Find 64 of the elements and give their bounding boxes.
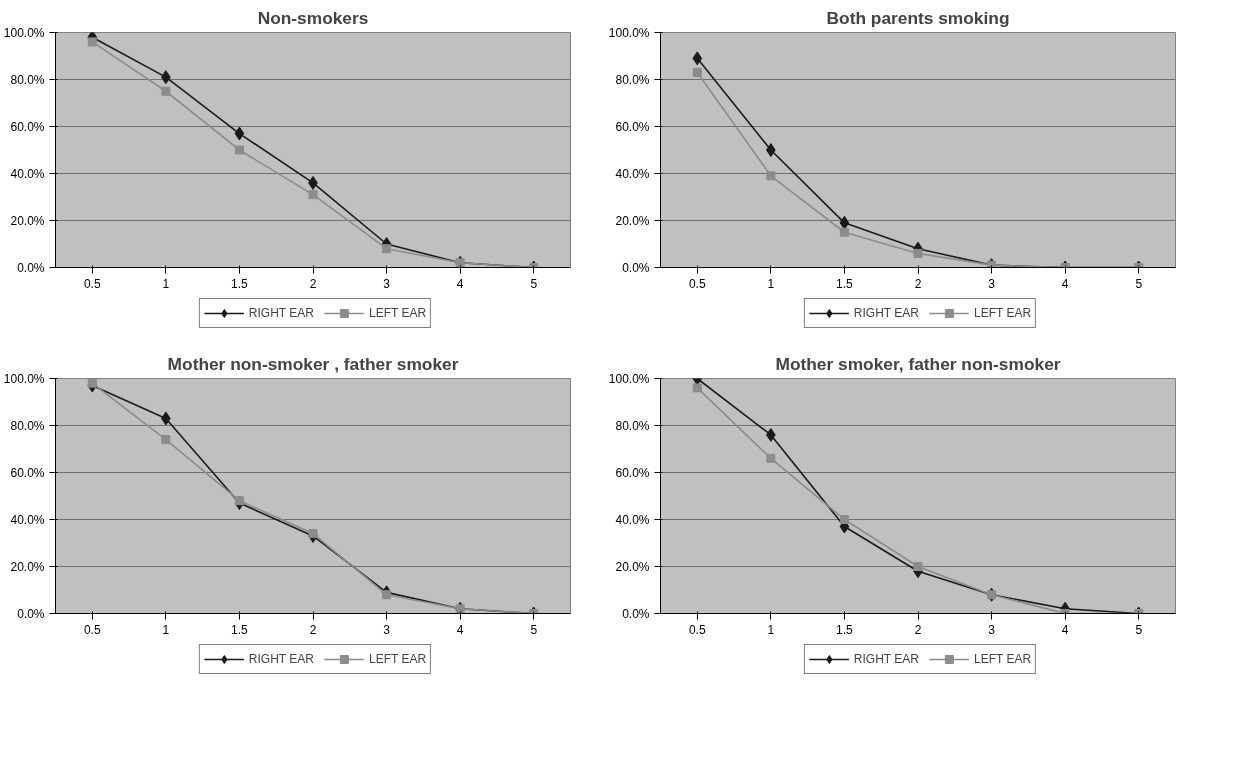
x-tick-label: 3 (383, 276, 391, 291)
y-tick-label: 80.0% (10, 418, 45, 433)
y-tick-label: 100.0% (3, 25, 45, 40)
x-tick-label: 3 (988, 622, 996, 637)
y-tick-label: 0.0% (17, 606, 45, 621)
y-tick-label: 20.0% (615, 559, 650, 574)
x-tick-label: 4 (456, 276, 464, 291)
chart-title: Both parents smoking (826, 7, 1010, 28)
y-tick-label: 100.0% (3, 371, 45, 386)
x-tick-label: 1 (162, 622, 170, 637)
x-tick-label: 4 (456, 622, 464, 637)
y-tick-label: 20.0% (10, 559, 45, 574)
y-tick-label: 60.0% (10, 119, 45, 134)
legend-label: LEFT EAR (368, 652, 427, 666)
x-tick-label: 5 (530, 622, 538, 637)
x-tick-label: 0.5 (83, 276, 101, 291)
x-tick-label: 1 (767, 622, 775, 637)
x-tick-label: 5 (1135, 276, 1143, 291)
x-tick-label: 2 (914, 622, 922, 637)
y-tick-label: 20.0% (10, 213, 45, 228)
x-tick-label: 1.5 (836, 276, 854, 291)
legend-label: LEFT EAR (973, 306, 1032, 320)
y-tick-label: 20.0% (615, 213, 650, 228)
chart-title: Mother non-smoker , father smoker (167, 353, 459, 374)
y-tick-label: 60.0% (615, 465, 650, 480)
chart-title: Mother smoker, father non-smoker (775, 353, 1061, 374)
x-tick-label: 0.5 (688, 622, 706, 637)
x-tick-label: 3 (383, 622, 391, 637)
legend-label: RIGHT EAR (248, 652, 314, 666)
x-tick-label: 2 (309, 276, 317, 291)
y-tick-label: 40.0% (10, 512, 45, 527)
x-tick-label: 0.5 (688, 276, 706, 291)
y-tick-label: 60.0% (615, 119, 650, 134)
legend-label: RIGHT EAR (853, 306, 919, 320)
y-tick-label: 100.0% (608, 25, 650, 40)
x-tick-label: 1.5 (231, 622, 249, 637)
x-tick-label: 1 (767, 276, 775, 291)
x-tick-label: 2 (914, 276, 922, 291)
x-tick-label: 4 (1061, 276, 1069, 291)
x-tick-label: 1 (162, 276, 170, 291)
legend-label: RIGHT EAR (248, 306, 314, 320)
x-tick-label: 2 (309, 622, 317, 637)
y-tick-label: 40.0% (10, 166, 45, 181)
y-tick-label: 0.0% (622, 260, 650, 275)
x-tick-label: 1.5 (836, 622, 854, 637)
y-tick-label: 40.0% (615, 166, 650, 181)
x-tick-label: 5 (530, 276, 538, 291)
y-tick-label: 80.0% (615, 72, 650, 87)
chart-title: Non-smokers (257, 7, 369, 28)
y-tick-label: 40.0% (615, 512, 650, 527)
x-tick-label: 3 (988, 276, 996, 291)
y-tick-label: 80.0% (615, 418, 650, 433)
y-tick-label: 0.0% (622, 606, 650, 621)
legend-label: LEFT EAR (973, 652, 1032, 666)
y-tick-label: 100.0% (608, 371, 650, 386)
y-tick-label: 80.0% (10, 72, 45, 87)
legend-label: LEFT EAR (368, 306, 427, 320)
x-tick-label: 5 (1135, 622, 1143, 637)
legend-label: RIGHT EAR (853, 652, 919, 666)
x-tick-label: 1.5 (231, 276, 249, 291)
y-tick-label: 0.0% (17, 260, 45, 275)
x-tick-label: 4 (1061, 622, 1069, 637)
x-tick-label: 0.5 (83, 622, 101, 637)
y-tick-label: 60.0% (10, 465, 45, 480)
